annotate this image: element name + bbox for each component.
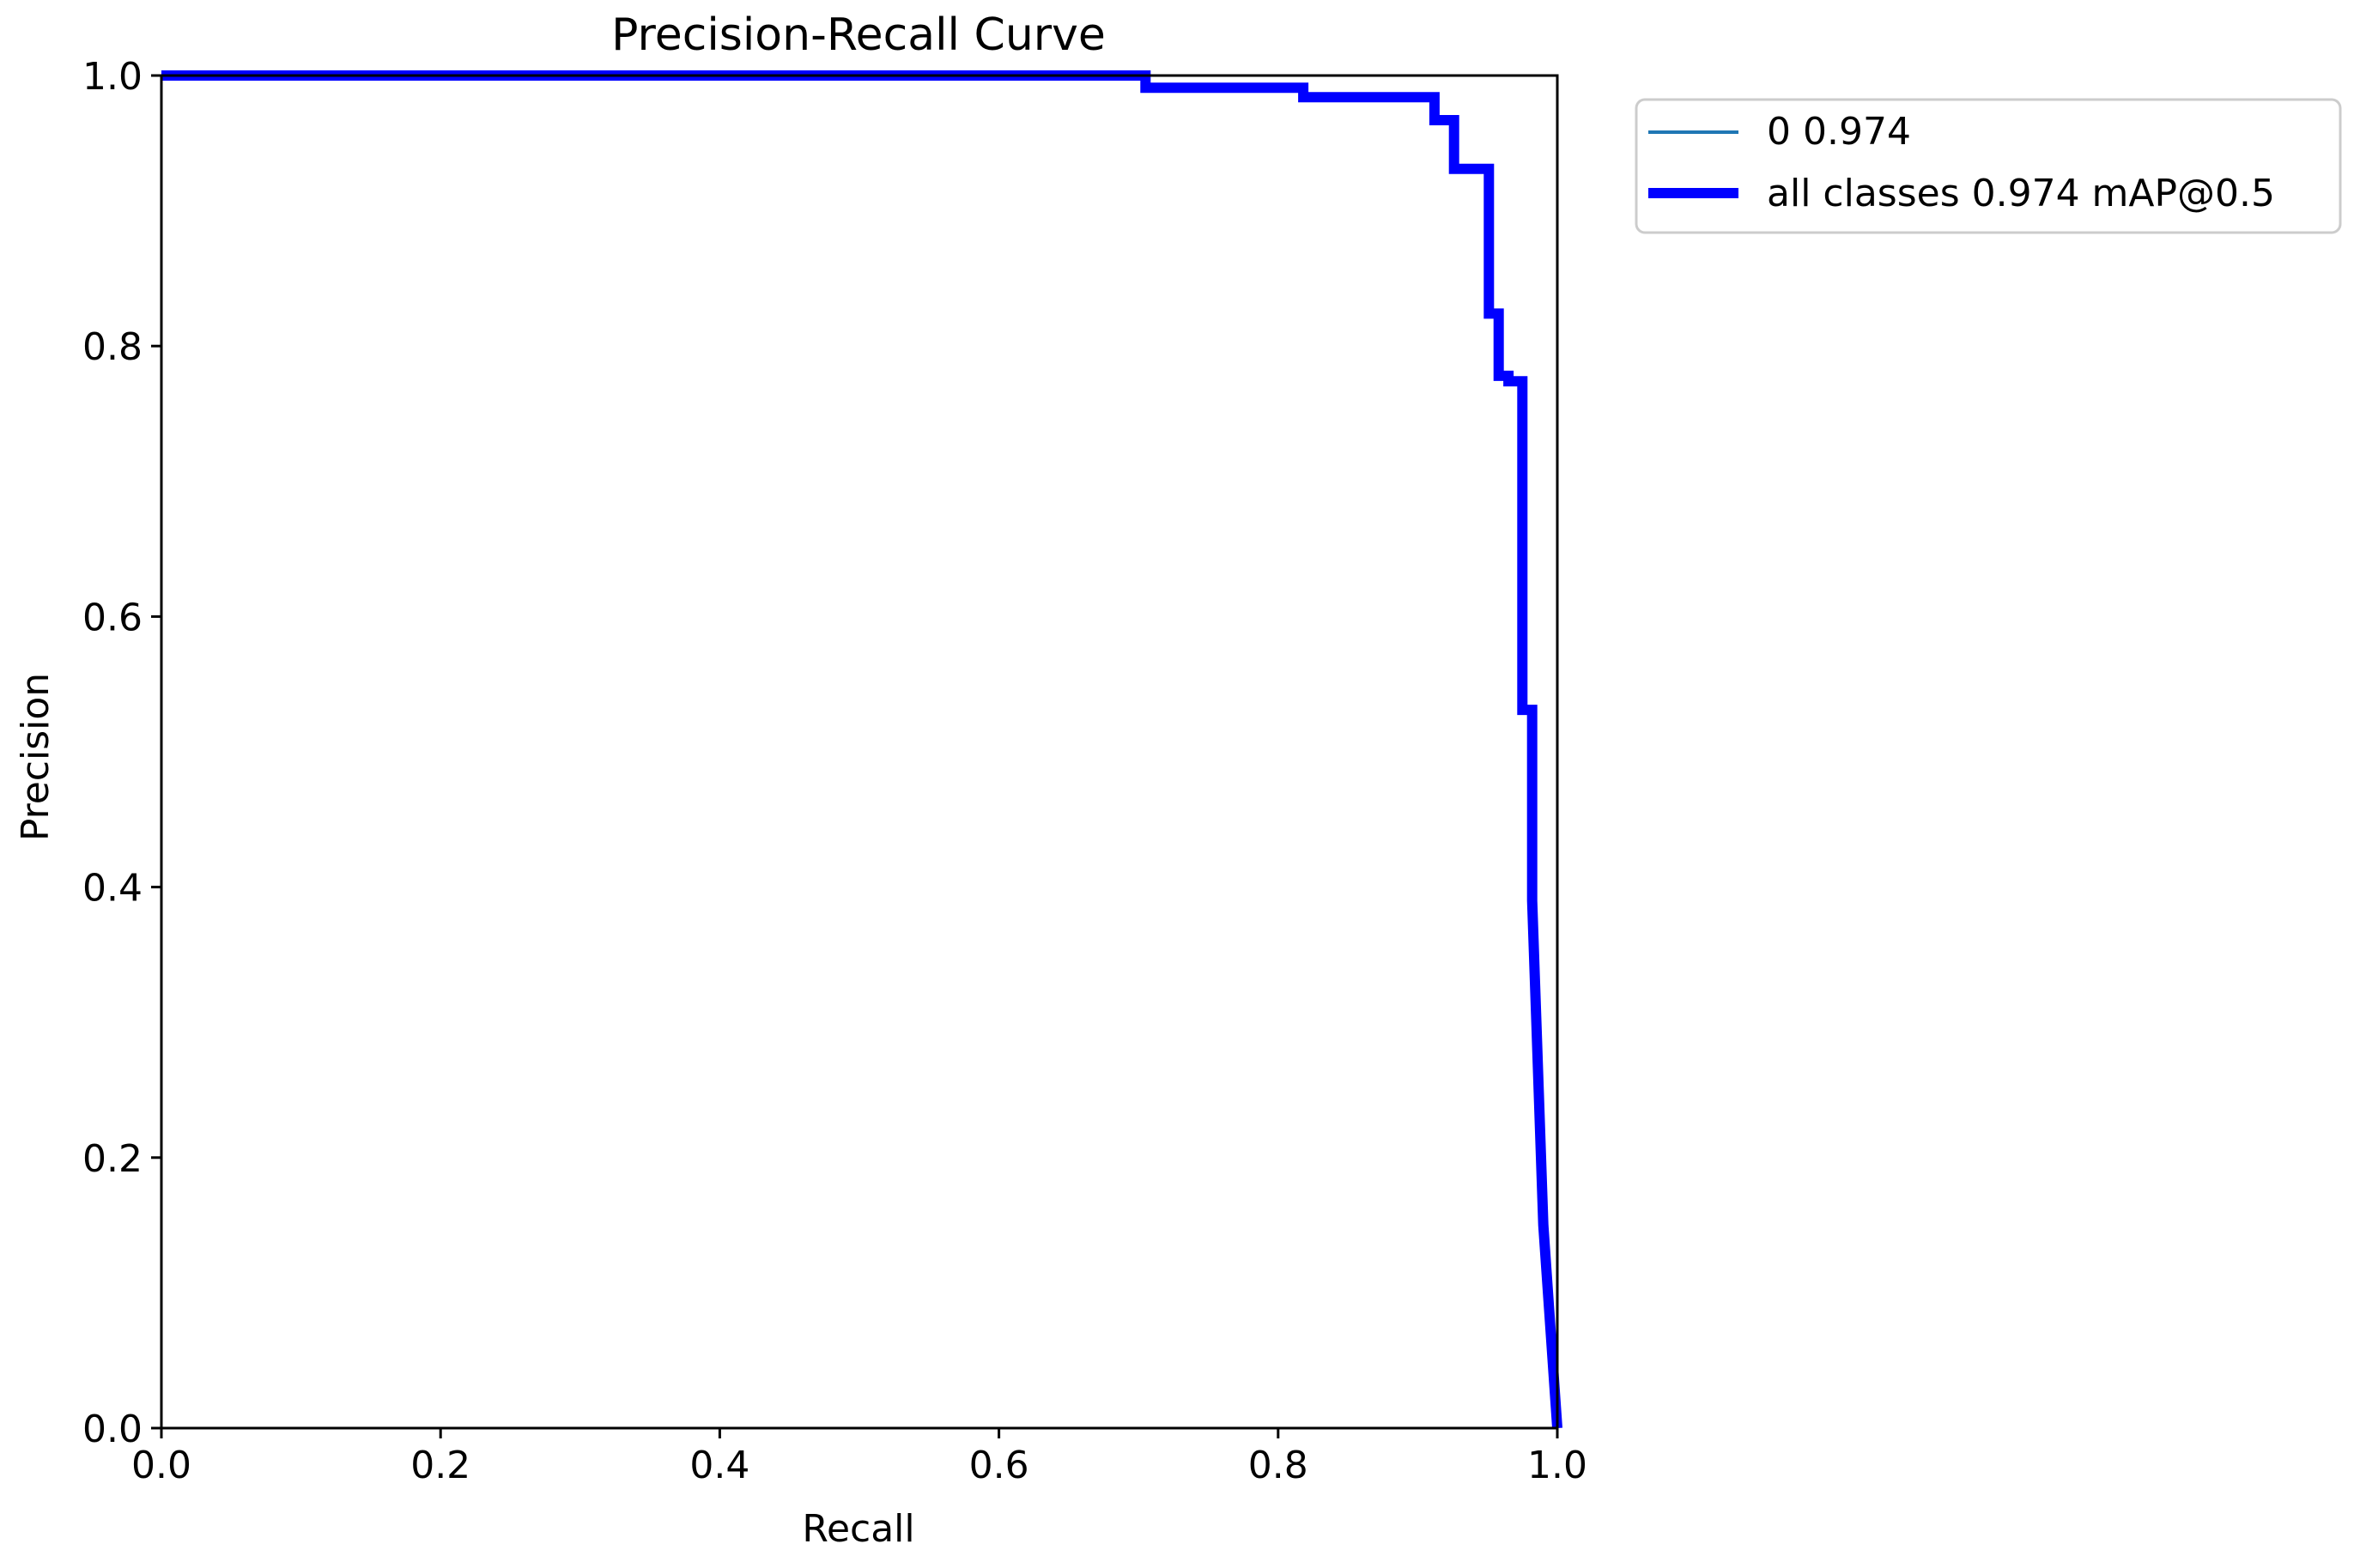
x-tick-label: 0.2 [410, 1444, 470, 1487]
x-tick-label: 0.8 [1248, 1444, 1308, 1487]
legend-box [1635, 98, 2342, 234]
series-line-all-classes [161, 70, 1562, 1429]
x-tick-label: 0.0 [131, 1444, 191, 1487]
y-tick-label: 0.2 [82, 1137, 143, 1181]
chart-title: Precision-Recall Curve [611, 9, 1106, 61]
y-axis-ticks: 0.0 0.2 0.4 0.6 0.8 1.0 [82, 55, 161, 1451]
legend: 0 0.974 all classes 0.974 mAP@0.5 [1635, 98, 2342, 234]
legend-label-all-classes: all classes 0.974 mAP@0.5 [1767, 172, 2275, 215]
y-axis-label: Precision [14, 673, 58, 841]
y-tick-label: 0.0 [82, 1408, 143, 1451]
x-tick-label: 0.4 [689, 1444, 749, 1487]
y-tick-label: 0.6 [82, 596, 143, 639]
x-tick-label: 0.6 [969, 1444, 1029, 1487]
series-layer [161, 70, 1562, 1429]
y-tick-label: 1.0 [82, 55, 143, 99]
x-tick-label: 1.0 [1527, 1444, 1587, 1487]
x-axis-label: Recall [802, 1507, 914, 1551]
y-tick-label: 0.4 [82, 867, 143, 911]
plot-frame [160, 74, 1559, 1430]
legend-label-class-0: 0 0.974 [1767, 110, 1911, 154]
y-tick-label: 0.8 [82, 325, 143, 369]
x-axis-ticks: 0.0 0.2 0.4 0.6 0.8 1.0 [131, 1428, 1587, 1487]
